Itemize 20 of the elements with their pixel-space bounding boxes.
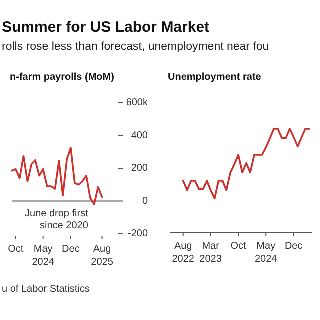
y-tick-label: -200 xyxy=(128,228,148,240)
x-tick-label: Aug 2022 xyxy=(172,241,195,265)
x-tick-label: Aug 2025 xyxy=(91,244,114,268)
text: Summer for US Labor Market xyxy=(2,19,210,36)
y-tick-label: 0 xyxy=(142,196,148,207)
chart-title: Unemployment rate xyxy=(168,72,262,83)
y-tick-label: 400 xyxy=(131,130,148,142)
x-tick-label: Mar 2023 xyxy=(200,241,222,265)
text: u of Labor Statistics xyxy=(2,284,90,295)
x-tick-label: Dec xyxy=(284,241,303,252)
x-tick-label: May 2024 xyxy=(32,244,55,268)
text: rolls rose less than forecast, unemployment near fou xyxy=(2,41,270,53)
y-tick-label: 200 xyxy=(131,163,148,174)
x-tick-label: Dec xyxy=(62,244,80,255)
x-tick-label: May 2024 xyxy=(255,241,278,265)
annotation: June drop first since 2020 xyxy=(25,208,89,232)
x-tick-label: Oct xyxy=(230,241,247,252)
x-tick-label: Oct xyxy=(8,244,24,255)
y-tick-label: 600k xyxy=(126,98,149,108)
chart-title: n-farm payrolls (MoM) xyxy=(10,72,114,83)
